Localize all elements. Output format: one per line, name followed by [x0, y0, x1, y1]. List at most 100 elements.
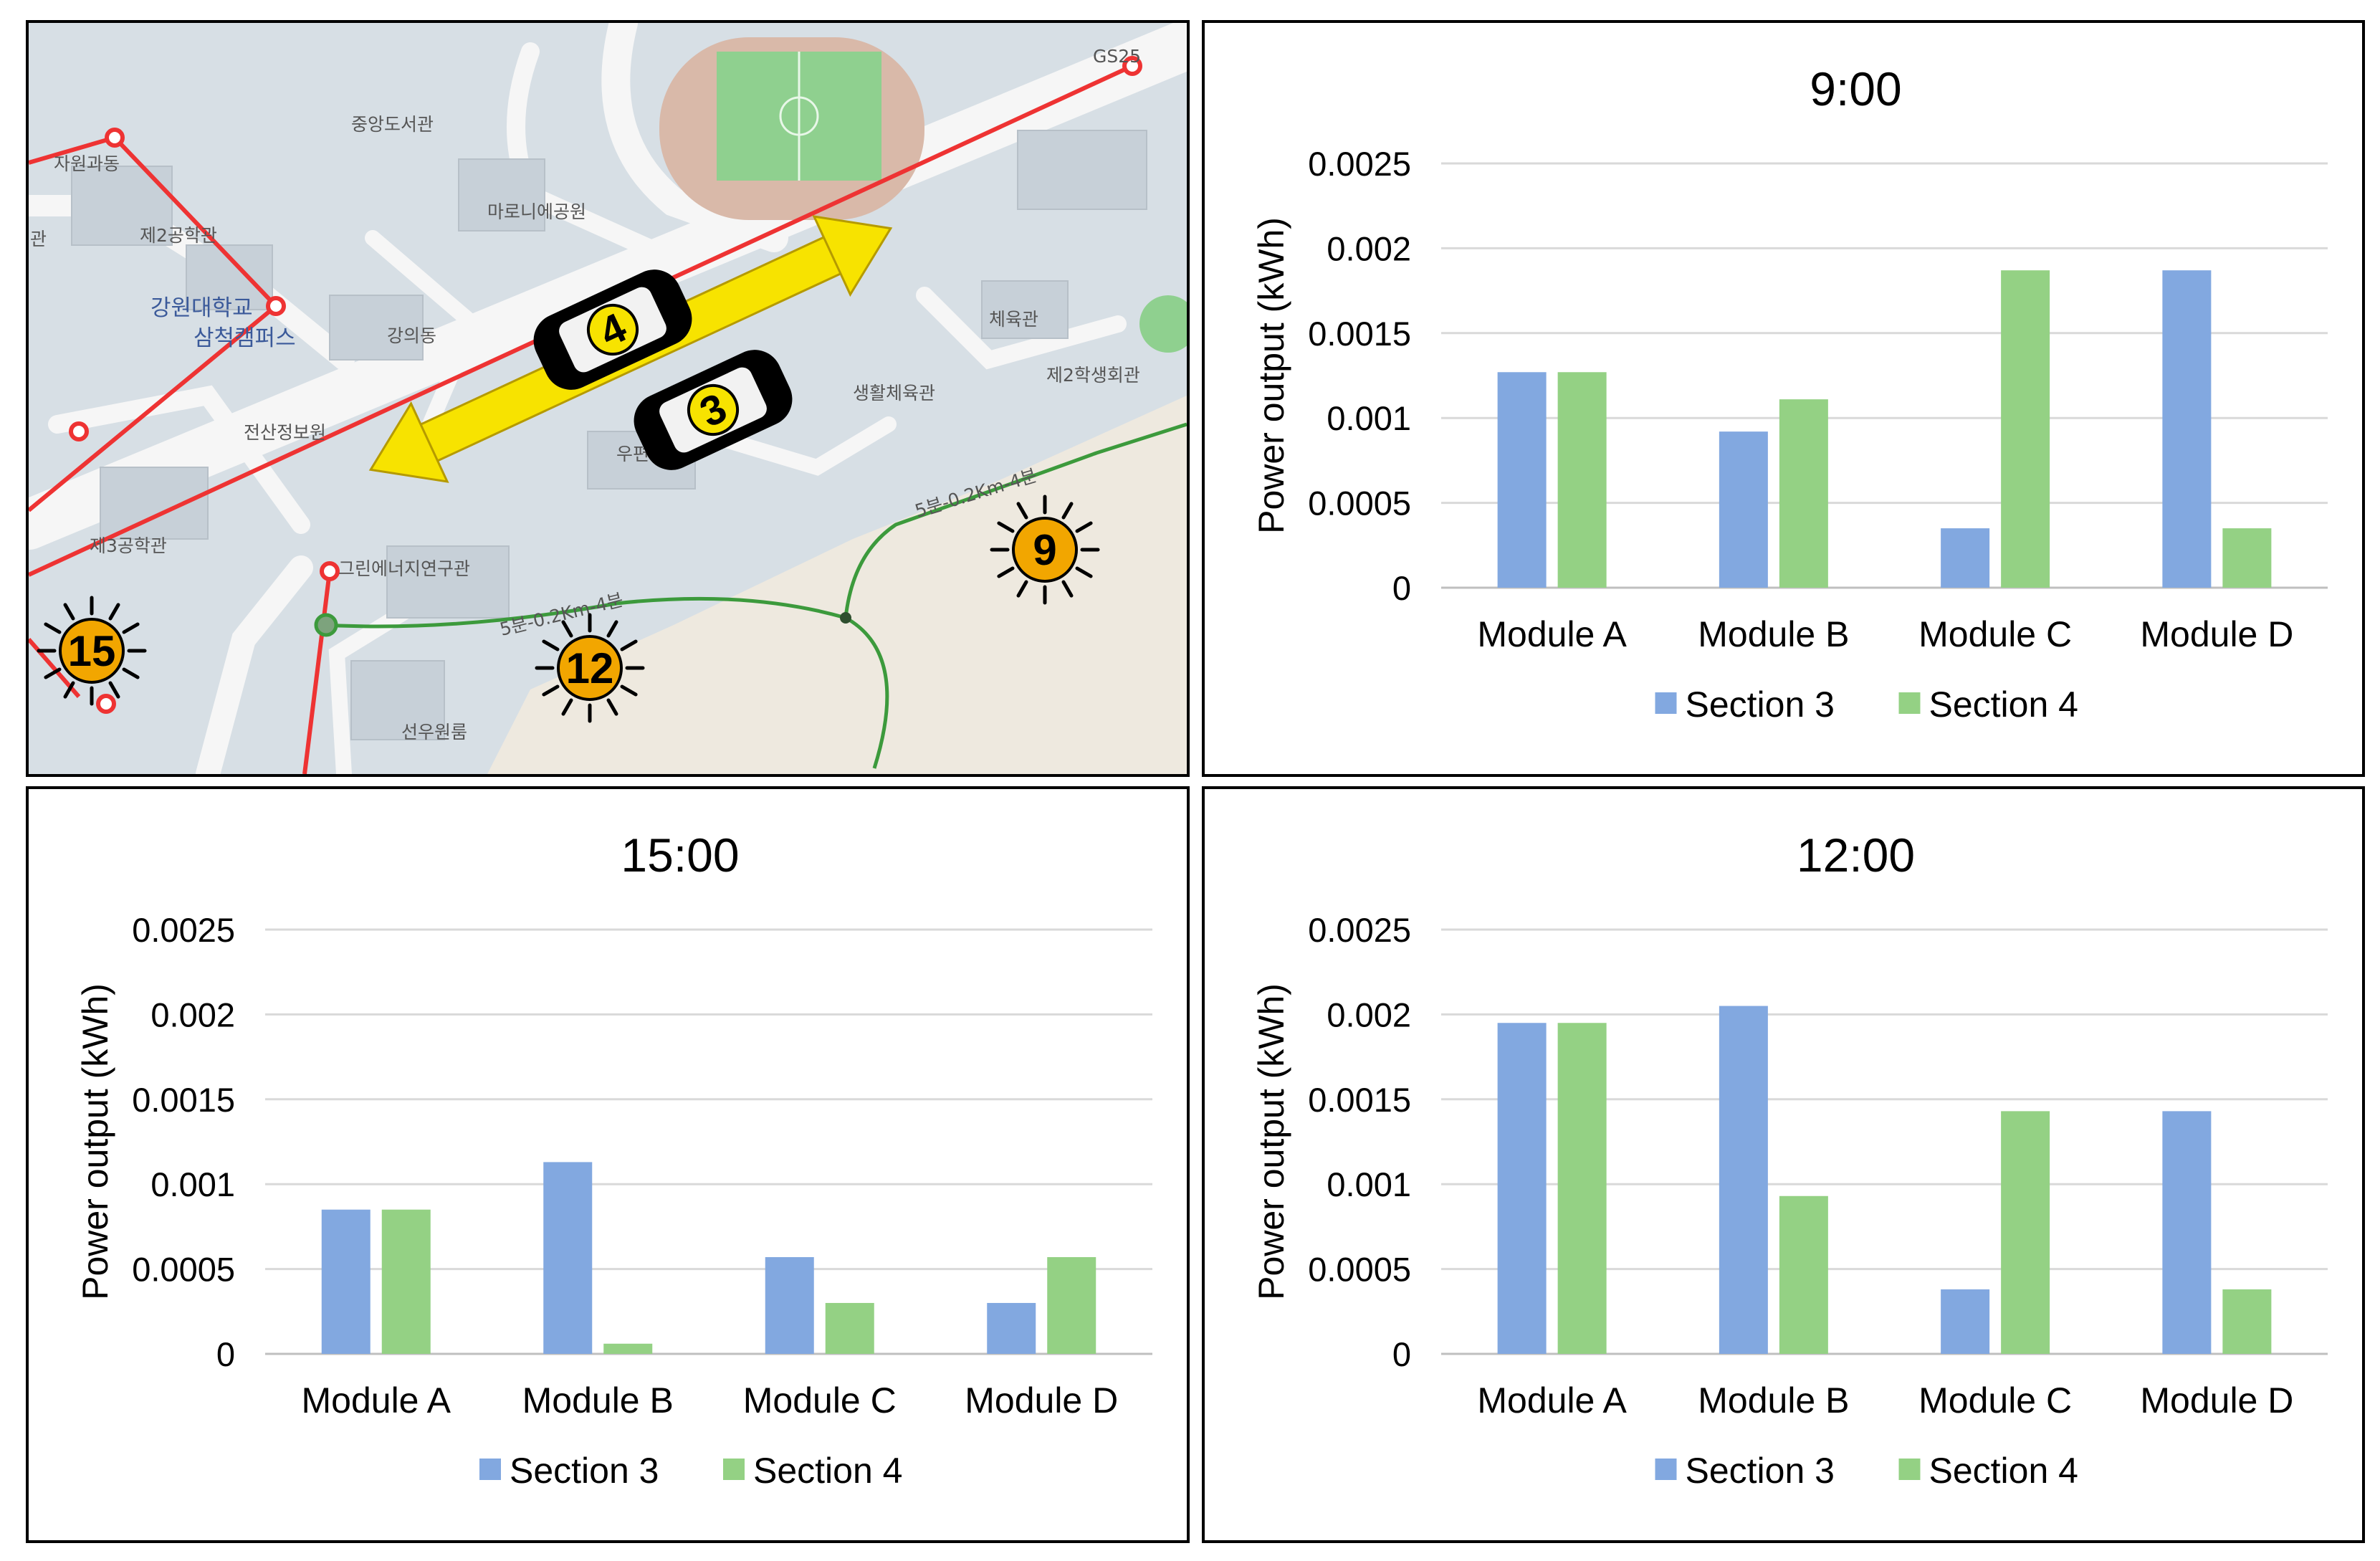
bar-section-4-module-a [381, 1209, 431, 1354]
map-label-maronnier-park: 마로니에공원 [487, 201, 586, 222]
stadium [659, 37, 924, 220]
bus-stop [96, 694, 116, 714]
map-label-gymnasium: 체육관 [989, 309, 1038, 330]
map-label-sports-hall: 생활체육관 [853, 383, 935, 404]
y-tick-label: 0.002 [1327, 996, 1411, 1033]
x-tick-label: Module B [522, 1380, 674, 1421]
bar-section-3-module-d [987, 1302, 1036, 1354]
trail-junction [840, 612, 851, 624]
chart-panel-9: 9:00 0 0.0005 0.001 0.0015 0.002 0.0025 Power o… [1202, 20, 2365, 777]
bar-chart-9: 9:00 0 0.0005 0.001 0.0015 0.002 0.0025 Power o… [1251, 62, 2328, 725]
bar-section-3-module-d [2162, 1111, 2212, 1354]
sun-ray [1016, 580, 1028, 598]
x-tick-label: Module D [965, 1380, 1118, 1421]
bar-section-3-module-a [321, 1209, 371, 1354]
bar-section-3-module-b [1719, 431, 1768, 588]
sun-ray [1061, 502, 1074, 520]
x-tick-label: Module D [2140, 614, 2293, 654]
sun-ray [997, 521, 1015, 533]
sun-hour-label: 15 [68, 627, 116, 675]
building [100, 467, 209, 540]
legend-label-section4: Section 4 [1929, 1451, 2078, 1491]
bar-section-3-module-c [765, 1257, 814, 1354]
building [386, 545, 510, 619]
bus-stop [1122, 56, 1142, 76]
sun-ray [620, 684, 638, 697]
bar-section-3-module-c [1941, 528, 1990, 588]
sun-ray [620, 639, 638, 651]
bar-section-3-module-a [1497, 372, 1547, 588]
x-tick-label: Module C [1918, 1380, 2072, 1421]
sun-ray [122, 667, 140, 679]
bar-section-4-module-b [1779, 1195, 1828, 1354]
map-label-fragment: 관 [30, 229, 47, 249]
field-center-circle [779, 96, 819, 136]
y-tick-label: 0 [216, 1335, 235, 1373]
sun-ray [1061, 580, 1074, 598]
bar-section-4-module-d [1047, 1257, 1096, 1354]
sun-ray [561, 698, 573, 716]
chart-title: 9:00 [1810, 62, 1901, 115]
building [981, 280, 1069, 339]
building [350, 660, 445, 740]
map-label-student-hall2: 제2학생회관 [1046, 365, 1140, 386]
legend-swatch-section4 [1898, 692, 1921, 714]
sun-ray [561, 620, 573, 638]
campus-road-south [48, 385, 310, 534]
lecture-road [365, 230, 483, 432]
sun-ray [44, 667, 62, 679]
bar-section-4-module-a [1557, 372, 1607, 588]
map-label-gs25: GS25 [1093, 46, 1141, 67]
buildings [71, 130, 1147, 740]
bar-chart-15: 15:00 0 0.0005 0.001 0.0015 0.002 0.0025 Power … [75, 829, 1152, 1491]
legend-label-section3: Section 3 [1686, 1451, 1835, 1491]
open-ground-area [487, 396, 1187, 774]
x-tick-label: Module B [1698, 614, 1849, 654]
sun-15-marker: 15 [37, 596, 147, 706]
y-tick-label: 0.001 [1327, 1165, 1411, 1203]
bar-section-4-module-b [603, 1343, 653, 1354]
stadium-road [601, 23, 788, 252]
campus-map: 자원과동 중앙도서관 마로니에공원 제2공학관 강원대학교 삼척캠퍼스 강의동 … [29, 23, 1187, 774]
chart-title: 15:00 [621, 829, 739, 882]
sun-ray [108, 681, 120, 699]
y-axis-label: Power output (kWh) [1251, 217, 1291, 534]
bar-section-4-module-c [825, 1302, 874, 1354]
y-tick-label: 0.002 [150, 996, 235, 1033]
sun-12-marker: 12 [535, 613, 645, 723]
x-tick-label: Module A [1477, 614, 1627, 654]
y-axis-label: Power output (kWh) [1251, 983, 1291, 1300]
x-tick-label: Module C [1918, 614, 2072, 654]
chart-panel-15: 15:00 0 0.0005 0.001 0.0015 0.002 0.0025 Power … [26, 786, 1190, 1543]
campus-road-lower [196, 555, 313, 774]
map-label-green-energy: 그린에너지연구관 [338, 558, 470, 579]
sun-hour-label: 9 [1033, 526, 1056, 574]
building [329, 295, 424, 361]
y-tick-label: 0.001 [1327, 399, 1411, 437]
sun-disc [557, 635, 623, 701]
legend-swatch-section3 [479, 1459, 501, 1480]
map-label-university: 강원대학교 [150, 295, 253, 321]
bar-section-3-module-b [543, 1162, 593, 1354]
y-axis-label: Power output (kWh) [75, 983, 115, 1300]
bar-chart-12: 12:00 0 0.0005 0.001 0.0015 0.002 0.0025 Power … [1251, 829, 2328, 1491]
trail-start-marker [314, 613, 338, 637]
bar-section-4-module-d [2222, 1289, 2272, 1354]
hiking-trail [322, 422, 1187, 769]
sun-ray [108, 603, 120, 621]
sun-ray [1016, 502, 1028, 520]
bus-stop [320, 561, 340, 581]
x-tick-label: Module A [302, 1380, 451, 1421]
legend-swatch-section3 [1655, 692, 1677, 714]
sun-ray [1075, 521, 1093, 533]
y-tick-label: 0.001 [150, 1165, 235, 1203]
building [1017, 130, 1147, 210]
x-tick-label: Module C [743, 1380, 897, 1421]
bar-section-3-module-d [2162, 270, 2212, 588]
bar-section-4-module-c [2001, 270, 2050, 588]
sun-ray [606, 698, 618, 716]
route-south [302, 571, 332, 774]
y-tick-label: 0.0025 [1308, 145, 1411, 183]
sun-ray [542, 684, 560, 697]
small-field [1139, 295, 1187, 353]
